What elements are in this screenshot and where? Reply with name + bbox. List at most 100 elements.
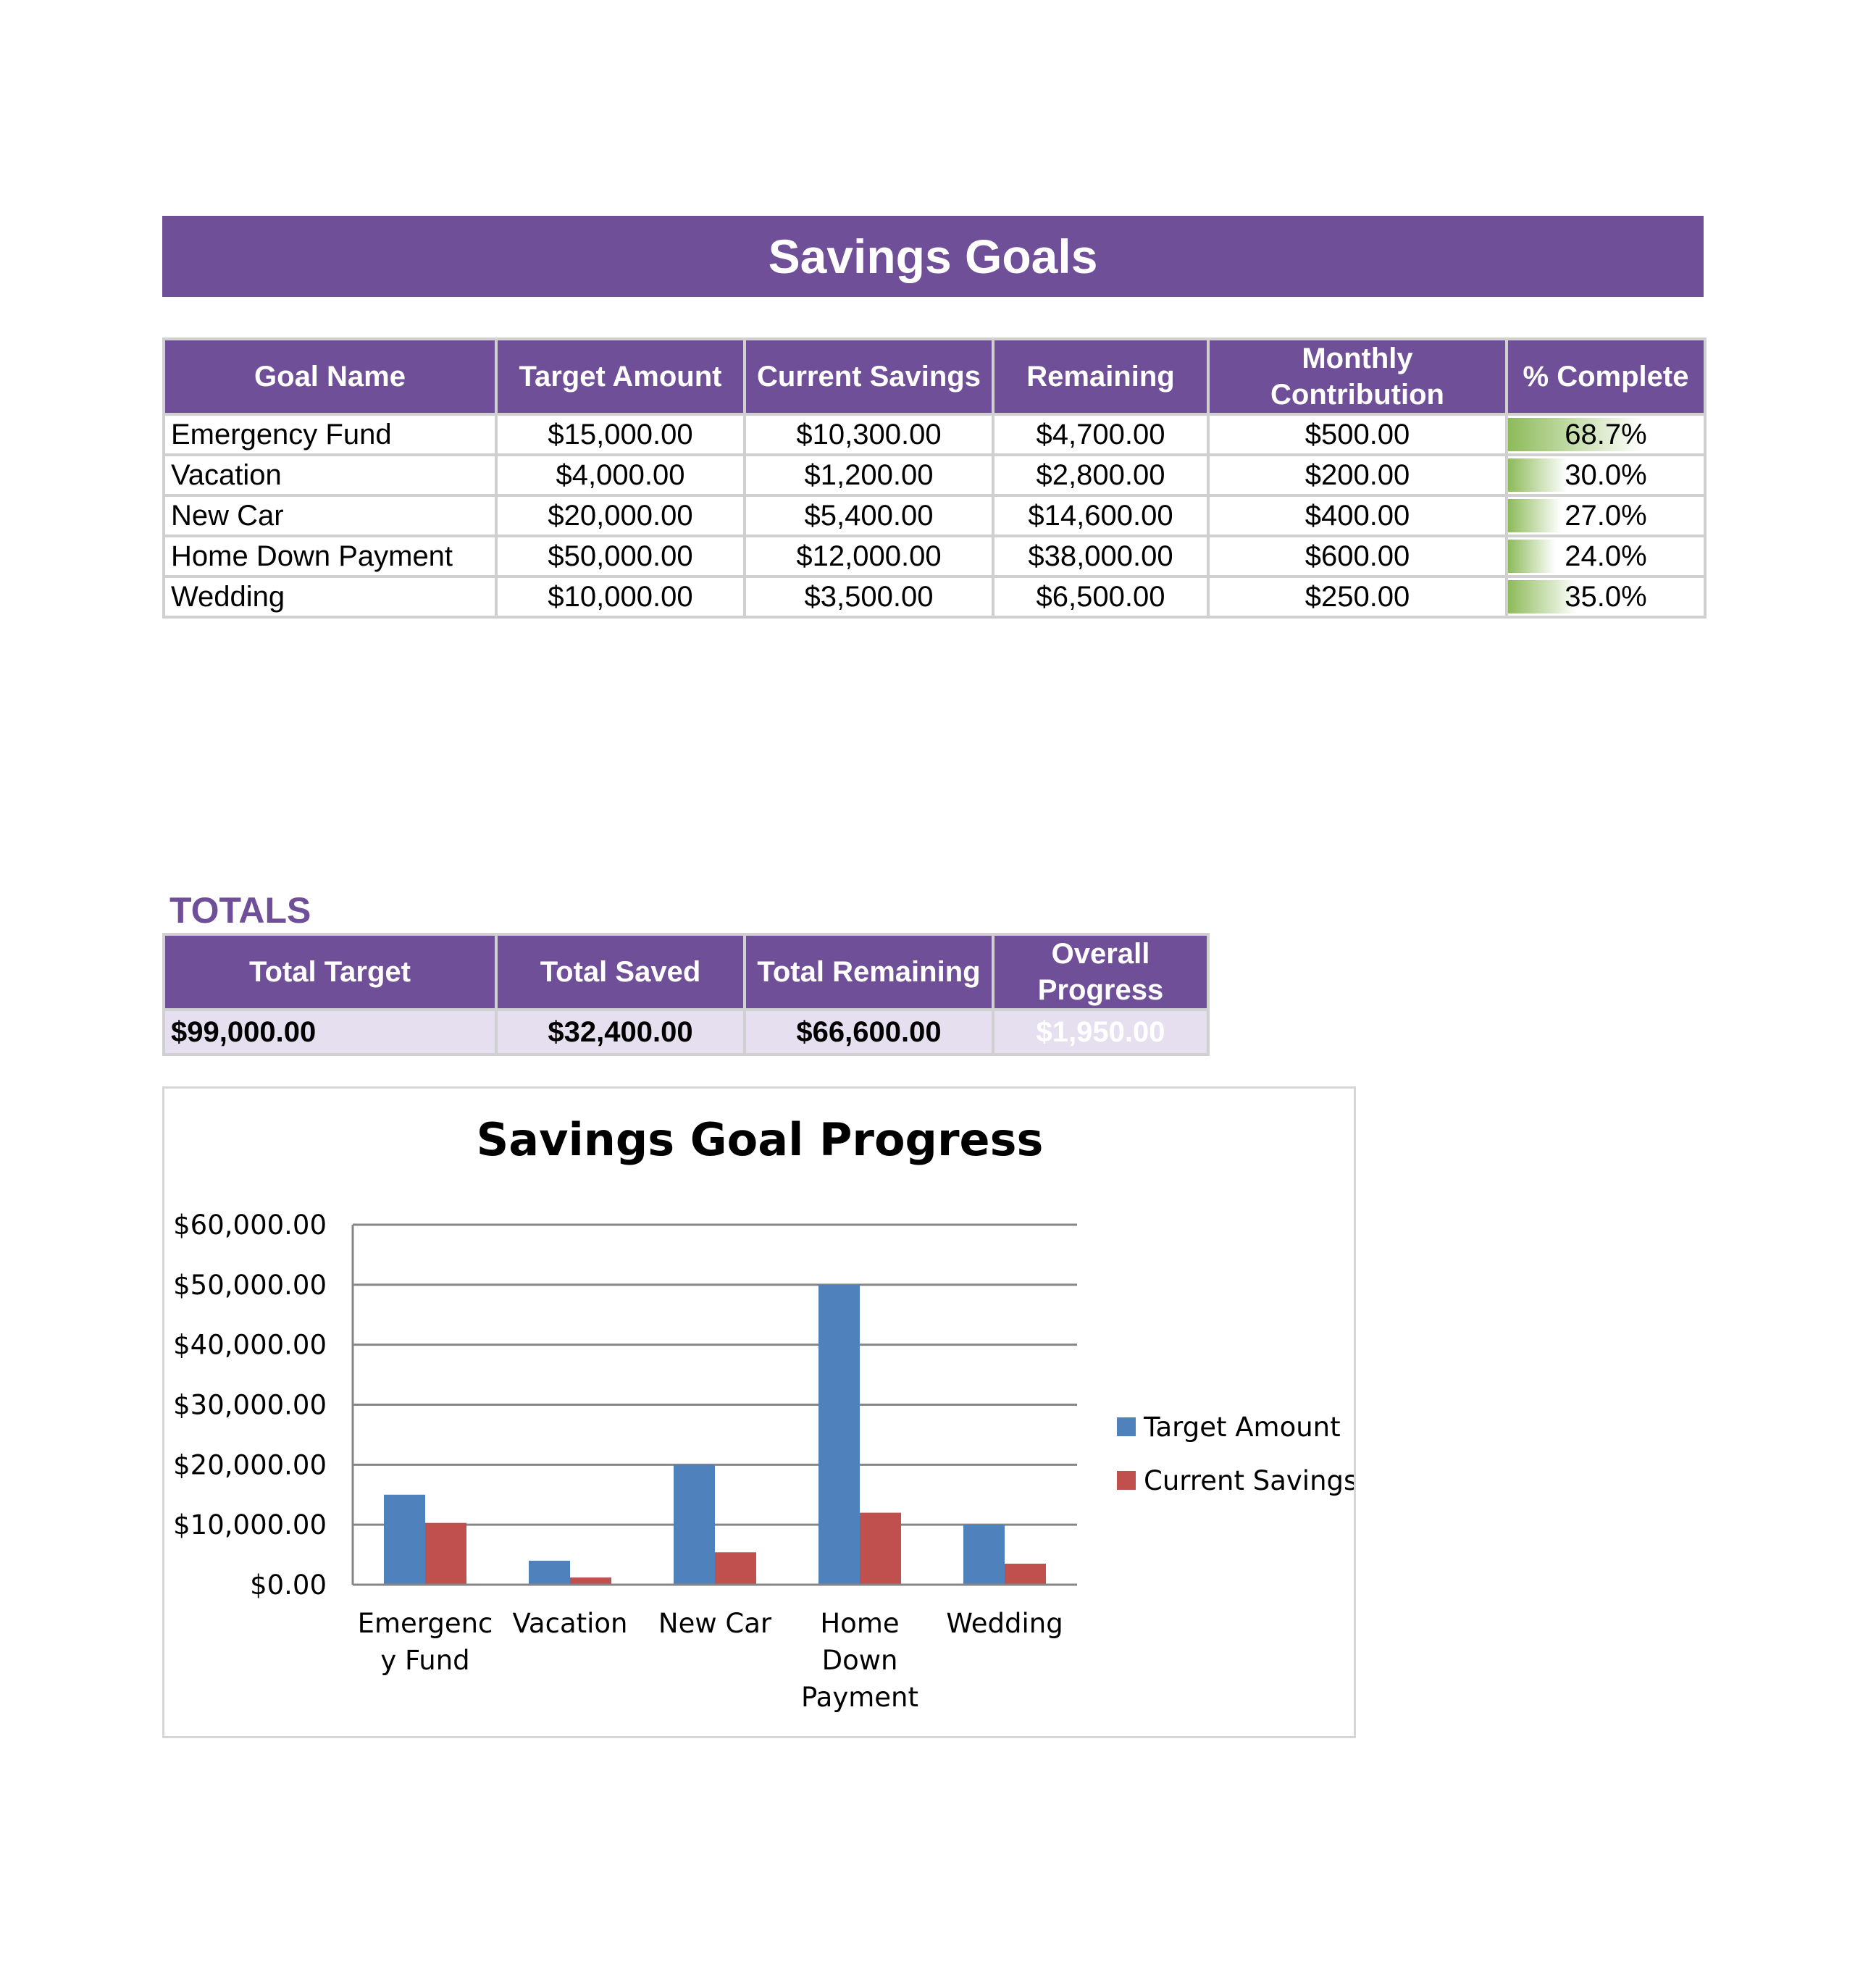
y-tick-label: $50,000.00 (173, 1270, 327, 1301)
totals-table: Total Target Total Saved Total Remaining… (162, 933, 1210, 1056)
bar-target-amount[interactable] (818, 1284, 860, 1585)
target-amount-cell[interactable]: $15,000.00 (495, 413, 746, 456)
goal-name-cell[interactable]: Wedding (162, 575, 498, 619)
legend-swatch (1117, 1417, 1136, 1436)
column-header-goal-name[interactable]: Goal Name (162, 338, 498, 416)
current-savings-cell[interactable]: $1,200.00 (743, 453, 994, 497)
percent-complete-cell[interactable]: 68.7% (1505, 413, 1707, 456)
chart-bars (384, 1284, 1046, 1585)
goal-name-cell[interactable]: Vacation (162, 453, 498, 497)
totals-label: TOTALS (169, 890, 311, 931)
savings-chart[interactable]: Savings Goal Progress $0.00 $10,000.00 $20… (162, 1086, 1357, 1738)
table-row: New Car $20,000.00 $5,400.00 $14,600.00 $400… (162, 494, 1707, 537)
x-tick-label: Vacation (512, 1608, 627, 1639)
y-tick-label: $20,000.00 (173, 1449, 327, 1480)
table-row: Vacation $4,000.00 $1,200.00 $2,800.00 $200.… (162, 453, 1707, 497)
legend-label: Target Amount (1143, 1412, 1341, 1443)
overall-progress-value[interactable]: $1,950.00 (992, 1008, 1210, 1056)
current-savings-cell[interactable]: $10,300.00 (743, 413, 994, 456)
monthly-contribution-cell[interactable]: $400.00 (1207, 494, 1508, 537)
current-savings-cell[interactable]: $12,000.00 (743, 535, 994, 578)
bar-current-savings[interactable] (570, 1577, 611, 1585)
x-tick-label: Payment (801, 1682, 918, 1713)
x-tick-label: Wedding (946, 1608, 1063, 1639)
bar-current-savings[interactable] (715, 1552, 756, 1585)
goals-table: Goal Name Target Amount Current Savings … (162, 338, 1707, 619)
progress-bar (1508, 458, 1567, 492)
column-header-total-target[interactable]: Total Target (162, 933, 498, 1011)
column-header-monthly-contribution[interactable]: Monthly Contribution (1207, 338, 1508, 416)
bar-target-amount[interactable] (963, 1525, 1005, 1585)
goal-name-cell[interactable]: Home Down Payment (162, 535, 498, 578)
percent-complete-cell[interactable]: 27.0% (1505, 494, 1707, 537)
x-tick-label: y Fund (380, 1645, 469, 1676)
column-header-percent-complete[interactable]: % Complete (1505, 338, 1707, 416)
y-tick-label: $60,000.00 (173, 1210, 327, 1241)
page-title: Savings Goals (162, 216, 1704, 297)
bar-current-savings[interactable] (860, 1512, 901, 1585)
bar-current-savings[interactable] (425, 1522, 466, 1585)
chart-title: Savings Goal Progress (477, 1113, 1044, 1166)
percent-complete-cell[interactable]: 24.0% (1505, 535, 1707, 578)
total-target-value[interactable]: $99,000.00 (162, 1008, 498, 1056)
table-row: Home Down Payment $50,000.00 $12,000.00 $38… (162, 535, 1707, 578)
column-header-remaining[interactable]: Remaining (992, 338, 1210, 416)
target-amount-cell[interactable]: $20,000.00 (495, 494, 746, 537)
goals-header-row: Goal Name Target Amount Current Savings … (162, 338, 1707, 416)
y-tick-label: $0.00 (250, 1569, 327, 1601)
target-amount-cell[interactable]: $50,000.00 (495, 535, 746, 578)
remaining-cell[interactable]: $4,700.00 (992, 413, 1210, 456)
percent-complete-value: 68.7% (1565, 418, 1647, 450)
progress-bar (1508, 418, 1643, 451)
percent-complete-value: 30.0% (1565, 458, 1647, 491)
totals-header-row: Total Target Total Saved Total Remaining… (162, 933, 1210, 1011)
bar-current-savings[interactable] (1005, 1564, 1046, 1585)
percent-complete-value: 27.0% (1565, 499, 1647, 532)
chart-legend[interactable]: Target Amount Current Savings (1117, 1412, 1357, 1496)
legend-swatch (1117, 1471, 1136, 1490)
column-header-overall-progress[interactable]: Overall Progress (992, 933, 1210, 1011)
target-amount-cell[interactable]: $10,000.00 (495, 575, 746, 619)
totals-row: $99,000.00 $32,400.00 $66,600.00 $1,950.… (162, 1008, 1210, 1056)
percent-complete-cell[interactable]: 30.0% (1505, 453, 1707, 497)
y-tick-label: $10,000.00 (173, 1509, 327, 1541)
table-row: Wedding $10,000.00 $3,500.00 $6,500.00 $250.… (162, 575, 1707, 619)
percent-complete-value: 35.0% (1565, 580, 1647, 613)
target-amount-cell[interactable]: $4,000.00 (495, 453, 746, 497)
total-remaining-value[interactable]: $66,600.00 (743, 1008, 994, 1056)
current-savings-cell[interactable]: $5,400.00 (743, 494, 994, 537)
goal-name-cell[interactable]: Emergency Fund (162, 413, 498, 456)
x-tick-label: Emergenc (358, 1608, 493, 1639)
chart-canvas: Savings Goal Progress $0.00 $10,000.00 $20… (173, 1113, 1357, 1713)
monthly-contribution-cell[interactable]: $250.00 (1207, 575, 1508, 619)
remaining-cell[interactable]: $38,000.00 (992, 535, 1210, 578)
x-tick-label: New Car (658, 1608, 772, 1639)
y-tick-label: $40,000.00 (173, 1330, 327, 1361)
remaining-cell[interactable]: $2,800.00 (992, 453, 1210, 497)
x-tick-label: Down (822, 1645, 898, 1676)
chart-axes: $0.00 $10,000.00 $20,000.00 $30,000.00 $40,0… (173, 1210, 1077, 1713)
percent-complete-value: 24.0% (1565, 540, 1647, 572)
bar-target-amount[interactable] (384, 1494, 425, 1585)
column-header-total-remaining[interactable]: Total Remaining (743, 933, 994, 1011)
percent-complete-cell[interactable]: 35.0% (1505, 575, 1707, 619)
column-header-current-savings[interactable]: Current Savings (743, 338, 994, 416)
current-savings-cell[interactable]: $3,500.00 (743, 575, 994, 619)
progress-bar (1508, 540, 1555, 573)
y-tick-label: $30,000.00 (173, 1390, 327, 1421)
goal-name-cell[interactable]: New Car (162, 494, 498, 537)
column-header-target-amount[interactable]: Target Amount (495, 338, 746, 416)
column-header-total-saved[interactable]: Total Saved (495, 933, 746, 1011)
table-row: Emergency Fund $15,000.00 $10,300.00 $4,700… (162, 413, 1707, 456)
progress-bar (1508, 499, 1561, 532)
x-tick-label: Home (820, 1608, 899, 1639)
total-saved-value[interactable]: $32,400.00 (495, 1008, 746, 1056)
remaining-cell[interactable]: $6,500.00 (992, 575, 1210, 619)
bar-target-amount[interactable] (674, 1464, 715, 1585)
monthly-contribution-cell[interactable]: $600.00 (1207, 535, 1508, 578)
progress-bar (1508, 580, 1577, 613)
monthly-contribution-cell[interactable]: $500.00 (1207, 413, 1508, 456)
monthly-contribution-cell[interactable]: $200.00 (1207, 453, 1508, 497)
bar-target-amount[interactable] (529, 1560, 570, 1585)
remaining-cell[interactable]: $14,600.00 (992, 494, 1210, 537)
